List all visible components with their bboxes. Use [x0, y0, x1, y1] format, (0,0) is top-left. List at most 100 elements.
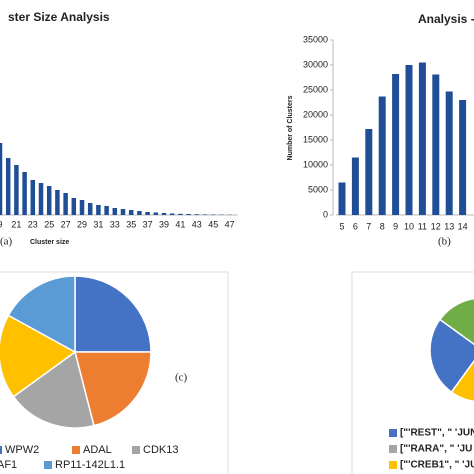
- x-tick-label: 37: [143, 219, 153, 229]
- x-axis-label: Cluster size: [30, 239, 69, 246]
- y-tick-label: 15000: [303, 134, 328, 144]
- bar: [87, 203, 93, 215]
- legend-label: CDK13: [143, 444, 178, 456]
- pie-slice: [12, 350, 95, 429]
- bar: [405, 65, 413, 215]
- y-tick-label: 20000: [303, 109, 328, 119]
- legend-swatch: [389, 461, 397, 469]
- bar: [112, 208, 118, 215]
- x-tick-label: 39: [159, 219, 169, 229]
- legend-swatch: [389, 445, 397, 453]
- panel-frame: [351, 271, 474, 474]
- bar: [392, 74, 400, 215]
- y-tick-label: 25000: [303, 84, 328, 94]
- bar: [128, 210, 134, 215]
- bar: [0, 143, 3, 215]
- x-tick-label: 12: [431, 221, 441, 231]
- chart-title: ster Size Analysis: [8, 10, 110, 24]
- pie-slice: [74, 351, 152, 427]
- x-tick-label: 9: [393, 221, 398, 231]
- x-tick-label: 31: [93, 219, 103, 229]
- bar: [14, 165, 19, 215]
- bar: [418, 62, 426, 215]
- bar: [365, 129, 373, 215]
- x-tick-label: 13: [444, 221, 454, 231]
- x-tick-label: 45: [208, 219, 218, 229]
- bar: [137, 211, 142, 215]
- bar: [96, 205, 101, 215]
- bar: [186, 214, 191, 215]
- pie-slice: [0, 314, 77, 398]
- x-tick-label: 23: [28, 219, 38, 229]
- legend-swatch: [0, 446, 2, 454]
- bar: [79, 200, 85, 215]
- legend-label: ["'REST", " 'JUN: [400, 428, 474, 439]
- x-tick-label: 11: [418, 221, 427, 231]
- pie-slice: [429, 318, 474, 394]
- pie-slice: [74, 275, 152, 353]
- chart-title: Analysis -: [418, 12, 474, 26]
- x-tick-label: 43: [192, 219, 202, 229]
- bar: [432, 74, 440, 215]
- y-tick-label: 5000: [308, 184, 328, 194]
- pie-slice: [438, 297, 474, 346]
- legend-swatch: [132, 446, 140, 454]
- x-tick-label: 14: [458, 221, 468, 231]
- bar: [194, 214, 200, 215]
- y-tick-label: 30000: [303, 59, 328, 69]
- legend-label: ["'CREB1", " 'JU: [400, 460, 474, 471]
- bar: [445, 91, 453, 215]
- bar: [459, 100, 467, 215]
- x-tick-label: 35: [126, 219, 136, 229]
- x-tick-label: 5: [339, 221, 344, 231]
- bar: [71, 198, 77, 215]
- panel-label: (b): [438, 236, 451, 248]
- x-tick-label: 8: [380, 221, 385, 231]
- bar: [338, 182, 346, 215]
- bar: [351, 157, 359, 215]
- legend-swatch: [44, 461, 52, 469]
- panel-label: (c): [175, 372, 188, 384]
- bar: [120, 209, 126, 215]
- pie-slice: [7, 275, 76, 354]
- y-axis-label: Number of Clusters: [287, 95, 294, 160]
- bar: [22, 172, 27, 215]
- bar: [63, 193, 68, 215]
- y-tick-label: 0: [323, 209, 328, 219]
- legend-swatch: [389, 429, 397, 437]
- bar: [5, 158, 11, 215]
- x-tick-label: 29: [77, 219, 87, 229]
- bar: [30, 180, 36, 215]
- x-tick-label: 9: [0, 219, 3, 229]
- x-tick-label: 47: [225, 219, 235, 229]
- bar: [202, 214, 208, 215]
- x-tick-label: 27: [61, 219, 71, 229]
- bar: [161, 213, 167, 215]
- legend-label: AF1: [0, 459, 17, 471]
- x-tick-label: 6: [353, 221, 358, 231]
- legend-label: RP11-142L1.1: [55, 459, 125, 471]
- x-tick-label: 25: [44, 219, 54, 229]
- bar: [210, 214, 216, 215]
- bar: [145, 212, 150, 215]
- x-tick-label: 41: [175, 219, 185, 229]
- bar: [169, 213, 175, 215]
- x-tick-label: 10: [404, 221, 414, 231]
- panel-label: (a): [0, 236, 13, 248]
- bar: [153, 212, 159, 215]
- bar: [378, 96, 386, 215]
- legend-label: WPW2: [5, 444, 39, 456]
- x-tick-label: 7: [366, 221, 371, 231]
- bar: [178, 213, 183, 215]
- y-tick-label: 35000: [303, 34, 328, 44]
- legend-label: ["'RARA", " 'JU: [400, 444, 472, 455]
- legend-swatch: [72, 446, 80, 454]
- bar: [55, 190, 60, 215]
- panel-frame: [0, 271, 229, 474]
- bar: [104, 206, 109, 215]
- y-tick-label: 10000: [303, 159, 328, 169]
- x-tick-label: 21: [11, 219, 21, 229]
- bar: [46, 186, 52, 215]
- x-tick-label: 33: [110, 219, 120, 229]
